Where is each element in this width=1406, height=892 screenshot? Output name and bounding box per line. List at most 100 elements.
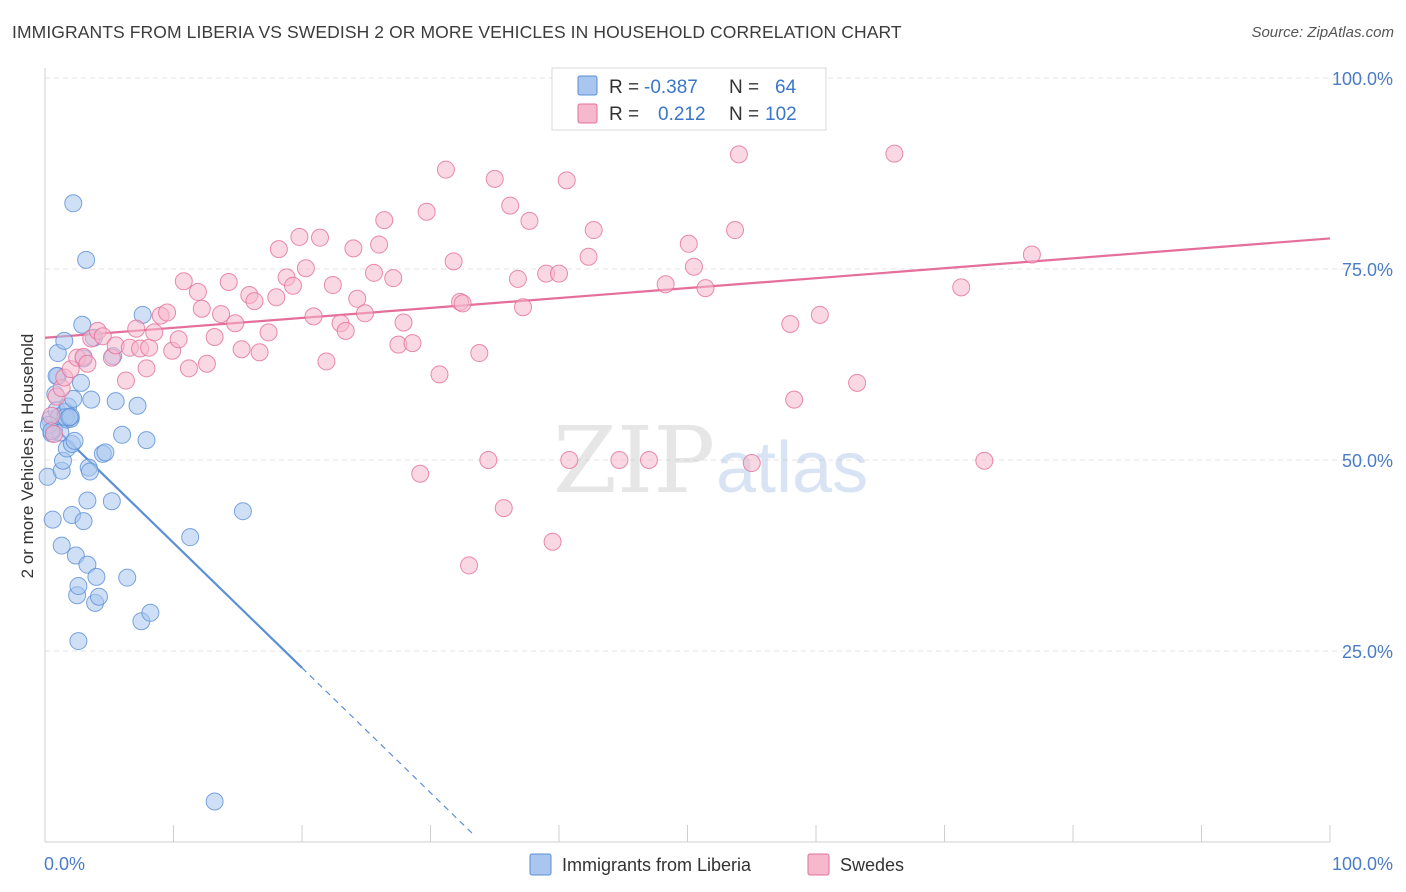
legend-n-label-1: N = <box>729 77 759 98</box>
data-point <box>269 240 288 259</box>
legend-r-label-2: R = <box>609 104 639 125</box>
bottom-legend-swatch-swedes <box>807 853 830 876</box>
data-point <box>508 269 527 288</box>
data-point <box>810 305 829 324</box>
data-point <box>64 194 83 213</box>
data-point <box>364 263 383 282</box>
legend-n-value-1: 64 <box>775 77 797 98</box>
x-tick-label-max: 100.0% <box>1332 854 1393 874</box>
data-point <box>174 272 193 291</box>
data-point <box>579 247 598 266</box>
y-axis-label: 2 or more Vehicles in Household <box>18 334 37 579</box>
data-point <box>96 443 115 462</box>
legend-swatch-liberia <box>577 75 598 96</box>
legend-r-label-1: R = <box>609 77 639 98</box>
data-point <box>453 294 472 313</box>
series-liberia <box>38 194 252 811</box>
data-point <box>55 331 74 350</box>
data-point <box>411 464 430 483</box>
data-point <box>296 259 315 278</box>
data-point <box>348 289 367 308</box>
data-point <box>140 338 159 357</box>
y-tick-label: 50.0% <box>1342 451 1393 471</box>
data-point <box>267 288 286 307</box>
correlation-legend: R = -0.387 N = 64 R = 0.212 N = 102 <box>551 67 827 131</box>
data-point <box>384 269 403 288</box>
data-point <box>610 451 629 469</box>
data-point <box>250 343 269 362</box>
legend-r-value-1: -0.387 <box>644 77 698 98</box>
data-point <box>679 234 698 253</box>
bottom-legend-swedes: Swedes <box>840 855 904 875</box>
data-point <box>557 171 576 190</box>
data-point <box>128 396 147 415</box>
data-point <box>370 235 389 254</box>
data-point <box>145 323 164 342</box>
data-point <box>952 278 971 297</box>
data-point <box>80 462 99 481</box>
data-point <box>78 555 97 574</box>
data-point <box>375 211 394 230</box>
data-point <box>233 502 252 521</box>
legend-r-value-2: 0.212 <box>658 104 706 125</box>
data-point <box>284 276 303 295</box>
data-point <box>639 451 658 469</box>
data-point <box>226 314 245 333</box>
data-point <box>975 451 994 470</box>
data-point <box>116 371 135 390</box>
data-point <box>726 221 745 240</box>
data-point <box>470 344 489 363</box>
data-point <box>232 340 251 359</box>
data-point <box>52 536 71 555</box>
data-point <box>785 390 804 409</box>
data-point <box>141 603 160 622</box>
data-point <box>197 354 216 373</box>
series-swedes <box>42 111 1041 575</box>
data-point <box>430 365 449 384</box>
data-point <box>106 392 125 411</box>
data-point <box>219 272 238 291</box>
bottom-legend-swatch-liberia <box>529 853 552 876</box>
trend-line-swedes <box>44 237 1331 339</box>
data-point <box>485 169 504 188</box>
data-point <box>656 275 675 294</box>
data-point <box>158 303 177 322</box>
data-point <box>179 359 198 378</box>
data-point <box>60 408 79 427</box>
data-point <box>113 425 132 444</box>
data-point <box>444 252 463 271</box>
data-point <box>169 330 188 349</box>
data-point <box>501 196 520 215</box>
data-point <box>304 307 323 326</box>
trend-line-liberia <box>44 417 303 669</box>
data-point <box>82 390 101 409</box>
data-point <box>781 315 800 334</box>
trend-line-extension <box>301 667 476 837</box>
series-legend: Immigrants from Liberia Swedes <box>529 853 904 876</box>
data-point <box>520 211 539 230</box>
data-point <box>188 282 207 301</box>
legend-n-value-2: 102 <box>765 104 797 125</box>
data-point <box>65 431 84 450</box>
data-point <box>336 321 355 340</box>
data-point <box>584 221 603 240</box>
data-point <box>42 406 61 425</box>
data-points <box>38 111 1041 811</box>
data-point <box>514 298 533 317</box>
y-tick-label: 100.0% <box>1332 69 1393 89</box>
data-point <box>137 359 156 378</box>
y-tick-label: 75.0% <box>1342 260 1393 280</box>
chart-title: IMMIGRANTS FROM LIBERIA VS SWEDISH 2 OR … <box>12 22 902 42</box>
data-point <box>87 567 106 586</box>
data-point <box>74 512 93 531</box>
data-point <box>181 528 200 547</box>
data-point <box>43 510 62 529</box>
bottom-legend-liberia: Immigrants from Liberia <box>562 855 752 875</box>
y-tick-labels: 25.0% 50.0% 75.0% 100.0% <box>1332 69 1393 662</box>
data-point <box>355 304 374 323</box>
legend-swatch-swedes <box>577 103 598 124</box>
data-point <box>460 556 479 575</box>
data-point <box>290 227 309 246</box>
legend-n-label-2: N = <box>729 104 759 125</box>
